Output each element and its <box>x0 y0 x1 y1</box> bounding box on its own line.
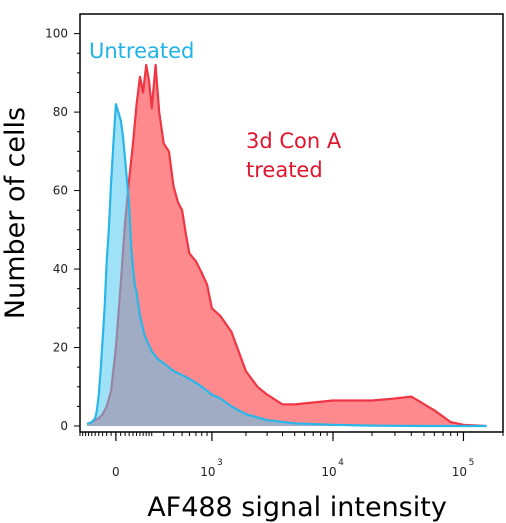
x-tick-exponent: 3 <box>217 458 223 468</box>
series-line-1 <box>86 103 487 428</box>
x-tick-label: 10 <box>200 465 215 479</box>
y-tick-label: 0 <box>60 419 68 433</box>
y-tick-label: 60 <box>53 184 68 198</box>
x-tick-exponent: 5 <box>469 458 475 468</box>
series-layer <box>86 63 487 428</box>
x-tick-label: 10 <box>452 465 467 479</box>
treated-label: 3d Con A <box>246 129 342 153</box>
x-tick-label: 10 <box>321 465 336 479</box>
untreated-label: Untreated <box>89 39 194 63</box>
annotation-layer: Untreated 3d Con A treated <box>89 39 342 182</box>
y-tick-label: 100 <box>45 27 68 41</box>
y-axis-label: Number of cells <box>0 107 31 319</box>
treated-label: treated <box>246 158 323 182</box>
x-tick-label: 0 <box>112 465 120 479</box>
series-area-1 <box>87 104 487 426</box>
series-area-0 <box>87 65 487 426</box>
y-tick-label: 80 <box>53 105 68 119</box>
y-tick-label: 40 <box>53 262 68 276</box>
x-tick-exponent: 4 <box>338 458 344 468</box>
x-axis-label: AF488 signal intensity <box>147 492 447 523</box>
y-tick-label: 20 <box>53 341 68 355</box>
series-untreated <box>86 103 487 428</box>
y-axis: 0 20 40 60 80 100 <box>45 27 80 433</box>
